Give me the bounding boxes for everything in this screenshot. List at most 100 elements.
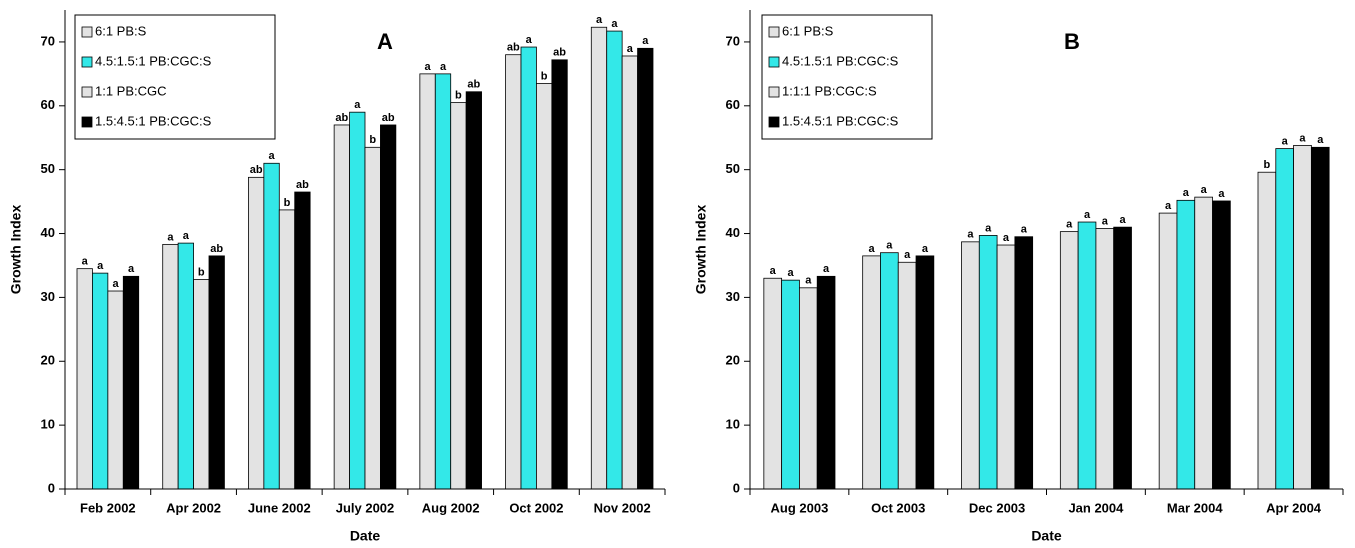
y-tick-label: 70	[41, 33, 55, 48]
bar	[193, 279, 210, 490]
legend-swatch	[81, 26, 93, 38]
bar-letter: a	[1003, 232, 1010, 244]
bar	[1310, 146, 1330, 490]
bar	[551, 59, 568, 490]
bar-letter: a	[440, 61, 447, 73]
legend-swatch	[768, 26, 780, 38]
bar-letter: ab	[210, 243, 223, 255]
legend-label: 6:1 PB:S	[782, 23, 834, 38]
x-tick-label: Apr 2002	[166, 500, 221, 515]
y-tick-label: 40	[726, 225, 740, 240]
bar-letter: ab	[382, 112, 395, 124]
bar-letter: a	[1183, 187, 1190, 199]
bar-letter: a	[627, 43, 634, 55]
bar	[862, 255, 881, 490]
bar	[263, 162, 280, 490]
bar	[1014, 236, 1034, 490]
bar	[763, 277, 783, 490]
y-tick-label: 10	[41, 417, 55, 432]
bar-letter: a	[354, 99, 361, 111]
y-tick-label: 0	[733, 480, 740, 495]
legend-swatch	[81, 86, 93, 98]
y-axis-label: Growth Index	[693, 205, 709, 295]
bar-letter: b	[541, 70, 548, 82]
legend-box	[761, 14, 933, 140]
bar-letter: a	[985, 222, 992, 234]
x-tick-label: Nov 2002	[594, 500, 651, 515]
bar	[294, 191, 311, 490]
bar-letter: ab	[335, 112, 348, 124]
legend-label: 1.5:4.5:1 PB:CGC:S	[95, 113, 212, 128]
y-tick-label: 60	[726, 97, 740, 112]
y-tick-label: 20	[41, 353, 55, 368]
bar-letter: ab	[553, 47, 566, 59]
bar	[248, 176, 265, 490]
bar	[816, 275, 836, 490]
bar	[978, 235, 998, 490]
bar-letter: a	[1299, 132, 1306, 144]
bar-letter: a	[1021, 224, 1028, 236]
legend-label: 4.5:1.5:1 PB:CGC:S	[95, 53, 212, 68]
x-axis-label: Date	[350, 528, 381, 544]
y-tick-label: 50	[726, 161, 740, 176]
bar-letter: a	[1218, 188, 1225, 200]
bar-letter: ab	[507, 42, 520, 54]
bar	[1194, 196, 1213, 490]
bar-letter: a	[869, 243, 876, 255]
bar	[915, 255, 935, 490]
bar-letter: a	[787, 267, 794, 279]
bar-letter: a	[1066, 219, 1073, 231]
y-tick-label: 0	[48, 480, 55, 495]
y-tick-label: 20	[726, 353, 740, 368]
y-tick-label: 60	[41, 97, 55, 112]
legend-label: 4.5:1.5:1 PB:CGC:S	[782, 53, 899, 68]
bar-letter: a	[611, 18, 618, 30]
x-tick-label: Mar 2004	[1167, 500, 1223, 515]
bar-letter: a	[183, 230, 190, 242]
legend-label: 1:1 PB:CGC	[95, 83, 167, 98]
bar-letter: b	[369, 134, 376, 146]
legend-label: 1.5:4.5:1 PB:CGC:S	[782, 113, 899, 128]
bar-letter: a	[1201, 184, 1208, 196]
bar-letter: a	[167, 231, 174, 243]
bar-letter: a	[1084, 209, 1091, 221]
x-tick-label: Feb 2002	[80, 500, 136, 515]
bar	[1293, 144, 1312, 490]
bar	[380, 124, 397, 490]
bar	[961, 241, 980, 490]
legend-swatch	[768, 116, 780, 128]
bar-letter: a	[97, 260, 104, 272]
bar	[1077, 221, 1097, 490]
bar	[621, 55, 638, 490]
bar-letter: a	[425, 61, 432, 73]
x-tick-label: June 2002	[248, 500, 311, 515]
bar	[1095, 228, 1115, 490]
bar-letter: a	[922, 243, 929, 255]
y-axis-label: Growth Index	[8, 205, 24, 295]
bar	[520, 46, 537, 490]
x-tick-label: Jan 2004	[1068, 500, 1124, 515]
x-tick-label: Dec 2003	[969, 500, 1025, 515]
legend-box	[74, 14, 276, 140]
bar-letter: b	[1264, 159, 1271, 171]
bar-letter: a	[805, 275, 812, 287]
bar	[419, 73, 436, 490]
bar	[1176, 199, 1196, 490]
bar	[162, 243, 179, 490]
bar-letter: a	[1120, 214, 1127, 226]
bar-letter: b	[198, 266, 205, 278]
x-tick-label: Aug 2003	[771, 500, 829, 515]
bar-letter: a	[642, 35, 649, 47]
bar-letter: a	[823, 263, 830, 275]
chart-title: A	[377, 29, 393, 54]
bar-letter: a	[1165, 200, 1172, 212]
bar	[364, 146, 381, 490]
legend-label: 6:1 PB:S	[95, 23, 147, 38]
y-tick-label: 50	[41, 161, 55, 176]
y-tick-label: 70	[726, 33, 740, 48]
legend-swatch	[768, 86, 780, 98]
bar	[465, 91, 482, 490]
bar-letter: b	[455, 90, 462, 102]
y-tick-label: 10	[726, 417, 740, 432]
bar	[880, 252, 899, 490]
